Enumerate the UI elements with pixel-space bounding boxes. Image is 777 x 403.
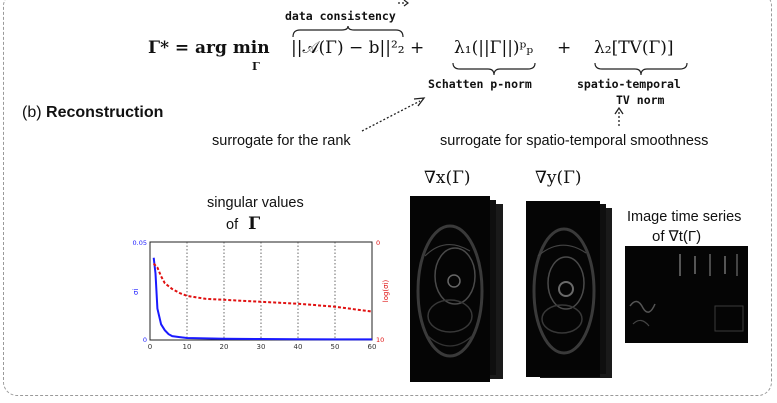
singular-values-title-line2: of Γ <box>226 214 261 234</box>
log-sigma-series-line <box>152 262 373 313</box>
y-left-tick-label: 0 <box>143 336 147 344</box>
y-left-axis-label: σi <box>132 289 140 295</box>
data-consistency-label: data consistency <box>285 9 396 23</box>
grad-x-frame-front <box>410 196 490 382</box>
y-right-axis-label: log(σi) <box>382 279 390 302</box>
incoming-arrow <box>398 0 409 7</box>
x-tick-label: 10 <box>183 343 192 351</box>
x-tick-label: 20 <box>220 343 229 351</box>
section-title: (b) Reconstruction <box>22 104 164 121</box>
x-tick-label: 30 <box>257 343 266 351</box>
data-term: ||𝒜(Γ) − b||²₂ <box>291 38 405 58</box>
equation-lhs: Γ* = arg min <box>148 38 270 58</box>
singular-values-chart: 0 10 20 30 40 50 60 0 0.05 0 10 σi log(σi) <box>132 239 390 351</box>
time-series-texture <box>629 254 744 332</box>
x-tick-label: 60 <box>368 343 377 351</box>
underbrace-schatten <box>452 62 536 76</box>
smoothness-arrow <box>614 106 624 126</box>
overbrace <box>292 26 404 38</box>
rank-surrogate-label: surrogate for the rank <box>212 133 351 149</box>
underbrace-tv <box>594 62 688 76</box>
y-left-tick-label: 0.05 <box>133 239 147 247</box>
time-series-label-line1: Image time series <box>627 209 742 225</box>
time-series-label-line2: of ∇t(Γ) <box>652 228 702 245</box>
plus-sign-2: + <box>557 38 572 58</box>
plus-sign-1: + <box>410 38 425 58</box>
x-tick-label: 0 <box>148 343 152 351</box>
smoothness-surrogate-label: surrogate for spatio-temporal smoothness <box>440 133 709 149</box>
grad-x-label: ∇x(Γ) <box>424 168 471 188</box>
time-series-image <box>625 246 748 343</box>
schatten-label: Schatten p-norm <box>428 77 532 91</box>
singular-values-title-line1: singular values <box>207 195 304 211</box>
grad-y-frame-front <box>526 201 600 377</box>
y-right-tick-label: 10 <box>376 336 384 344</box>
tv-norm-label-line1: spatio-temporal <box>577 77 681 91</box>
y-right-tick-label: 0 <box>376 239 380 247</box>
grad-y-label: ∇y(Γ) <box>535 168 582 188</box>
tv-term: λ₂[TV(Γ)] <box>594 38 674 58</box>
schatten-term: λ₁(||Γ||)ᵖₚ <box>454 38 534 58</box>
rank-arrow <box>361 97 426 132</box>
sigma-series-line <box>152 257 372 341</box>
tv-norm-label-line2: TV norm <box>616 93 665 107</box>
x-tick-label: 40 <box>294 343 303 351</box>
x-tick-label: 50 <box>331 343 340 351</box>
figure-border <box>3 0 772 396</box>
grad-x-image <box>416 224 484 358</box>
grad-y-image <box>532 227 596 355</box>
argmin-subscript: Γ <box>252 60 260 73</box>
